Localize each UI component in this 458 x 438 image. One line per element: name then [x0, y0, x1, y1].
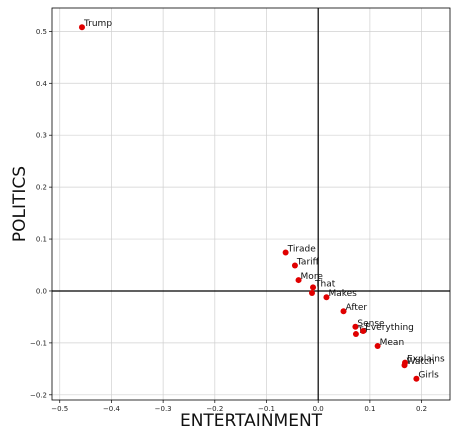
data-point-label: Everything: [365, 323, 414, 333]
data-point-label: Girls: [418, 371, 439, 381]
data-point-label: Explains: [407, 355, 445, 365]
data-point-label: Sense: [357, 319, 385, 329]
x-axis-title: ENTERTAINMENT: [180, 411, 323, 431]
data-point-label: After: [346, 303, 368, 313]
x-tick-label: −0.2: [206, 405, 223, 413]
x-tick-label: −0.5: [51, 405, 68, 413]
data-point: [282, 249, 289, 256]
plot-frame: [51, 7, 451, 401]
y-axis-title: POLITICS: [10, 166, 30, 242]
data-point-label: Tariff: [296, 258, 320, 268]
data-point: [308, 290, 315, 297]
y-tick-label: 0.4: [36, 80, 48, 88]
data-point: [323, 294, 330, 301]
y-tick-label: 0.2: [36, 184, 47, 192]
data-point: [413, 375, 420, 382]
data-point-label: Mean: [380, 338, 405, 348]
ticks: −0.5 −0.4 −0.3 −0.2 −0.1 0.0 0.1 0.2 −0.2 −0.1 0.0…: [30, 28, 427, 413]
x-tick-label: 0.0: [313, 405, 324, 413]
x-tick-label: −0.4: [103, 405, 121, 413]
zero-axes: [52, 8, 450, 400]
data-point: [340, 308, 347, 315]
data-point-label: That: [314, 279, 336, 289]
data-point: [310, 284, 317, 291]
data-point: [374, 343, 381, 350]
y-tick-label: −0.2: [30, 391, 47, 399]
data-point-label: Watch: [407, 357, 435, 367]
data-point: [401, 362, 408, 369]
data-point-label: Makes: [328, 289, 357, 299]
y-tick-label: 0.3: [36, 132, 47, 140]
y-tick-label: 0.1: [36, 236, 47, 244]
data-point: [291, 262, 298, 269]
x-tick-label: 0.1: [364, 405, 375, 413]
x-tick-label: −0.1: [258, 405, 275, 413]
x-tick-label: −0.3: [155, 405, 172, 413]
data-point: [295, 277, 302, 284]
plot-background: [52, 8, 450, 400]
data-point: [360, 327, 367, 334]
data-point: [78, 24, 85, 31]
data-point: [352, 323, 359, 330]
y-tick-label: 0.0: [36, 287, 47, 295]
data-point: [352, 331, 359, 338]
x-tick-label: 0.2: [416, 405, 427, 413]
data-point-label: Tirade: [287, 245, 317, 255]
data-point-label: More: [301, 272, 324, 282]
data-point-label: Trump: [83, 19, 112, 29]
y-tick-label: −0.1: [30, 339, 47, 347]
y-tick-label: 0.5: [36, 28, 47, 36]
